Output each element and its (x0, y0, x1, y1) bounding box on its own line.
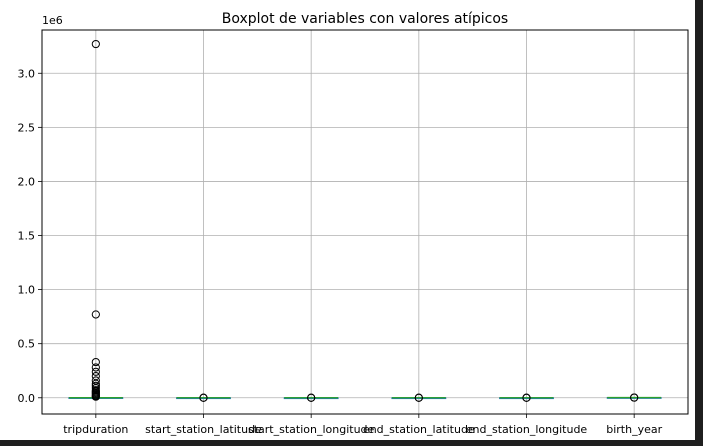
flier-point (199, 393, 208, 402)
chart-title: Boxplot de variables con valores atípico… (222, 11, 508, 27)
flier-point (307, 393, 316, 402)
y-tick-label: 1.0 (18, 284, 36, 297)
y-offset-text: 1e6 (42, 14, 63, 27)
x-tick-label: end_station_latitude (363, 423, 475, 436)
flier-point (91, 39, 100, 49)
flier-point (522, 393, 531, 402)
box-tripduration (68, 39, 124, 401)
x-tick-label: start_station_longitude (248, 423, 375, 436)
axes-frame (41, 29, 689, 415)
y-tick-label: 2.0 (18, 175, 36, 188)
flier-point (91, 392, 100, 401)
box-layer (68, 39, 662, 402)
box-end_station_latitude (391, 393, 447, 402)
x-tick-label: tripduration (63, 423, 128, 436)
x-tick-label: birth_year (606, 423, 662, 436)
y-tick-label: 1.5 (18, 230, 36, 243)
flier-point (91, 363, 100, 372)
flier-point (91, 367, 100, 376)
y-tick-label: 2.5 (18, 121, 36, 134)
y-tick-label: 3.0 (18, 67, 36, 80)
y-tick-label: 0.0 (18, 392, 36, 405)
flier-point (414, 393, 423, 402)
grid-layer (42, 30, 688, 414)
x-tick-label: start_station_latitude (145, 423, 262, 436)
y-tick-label: 0.5 (18, 338, 36, 351)
flier-point (630, 393, 639, 402)
box-start_station_latitude (176, 393, 231, 402)
x-tick-label: end_station_longitude (466, 423, 588, 436)
flier-point (91, 357, 100, 367)
box-start_station_longitude (283, 393, 339, 402)
box-birth_year (606, 393, 662, 402)
box-end_station_longitude (499, 393, 554, 402)
axis-layer: 0.0 0.5 1.0 1.5 2.0 2.5 3.0 tripduration start_s… (18, 29, 689, 436)
flier-point (91, 310, 100, 319)
